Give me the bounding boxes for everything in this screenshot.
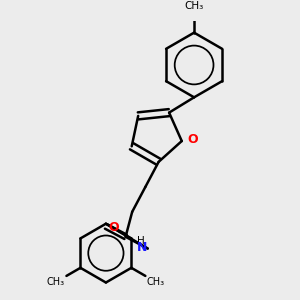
Text: CH₃: CH₃ [47,278,65,287]
Text: H: H [137,236,145,246]
Text: N: N [137,242,148,254]
Text: O: O [187,134,198,146]
Text: O: O [108,221,119,235]
Text: CH₃: CH₃ [184,1,204,11]
Text: CH₃: CH₃ [147,278,165,287]
